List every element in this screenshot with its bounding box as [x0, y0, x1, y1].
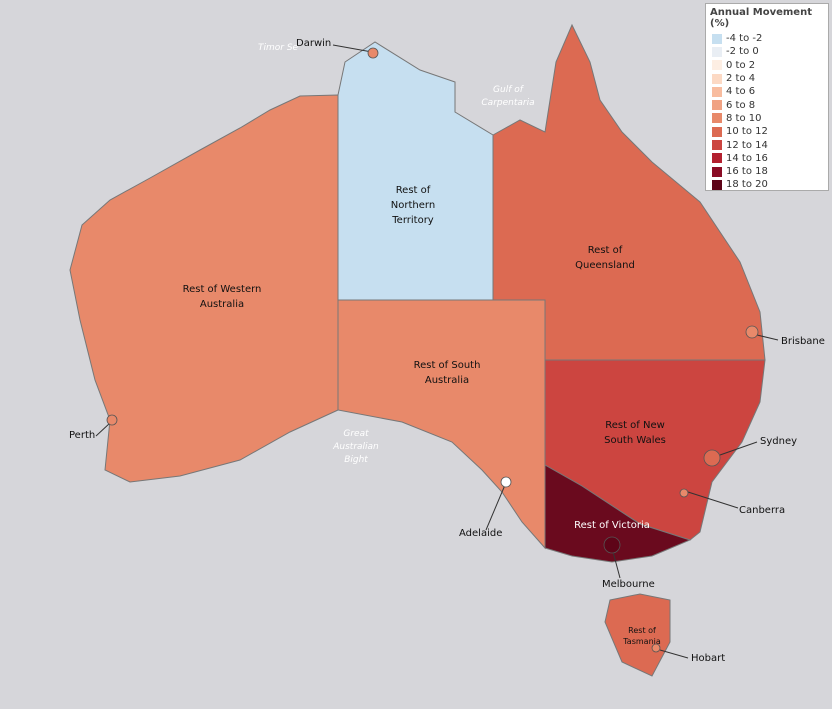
region [69, 94, 339, 483]
legend-swatch [712, 153, 722, 164]
legend-item: -2 to 0 [706, 45, 828, 58]
legend-label: 4 to 6 [726, 86, 756, 98]
legend-label: 8 to 10 [726, 112, 762, 124]
legend-title: Annual Movement (%) [710, 7, 812, 29]
city-label: Perth [69, 430, 96, 441]
legend-swatch [712, 73, 722, 84]
legend-item: 4 to 6 [706, 85, 828, 98]
region-label: Rest of Northern Territory [390, 185, 436, 226]
region-label: Rest of Victoria [574, 520, 650, 531]
legend-item: 16 to 18 [706, 165, 828, 178]
region [544, 464, 692, 563]
region [337, 299, 546, 550]
city-label: Sydney [760, 436, 798, 447]
city-label: Adelaide [459, 528, 503, 539]
legend-item: 14 to 16 [706, 152, 828, 165]
legend-item: 10 to 12 [706, 125, 828, 138]
water-label: Timor Se [258, 43, 299, 53]
region-label: Rest of Western Australia [182, 284, 262, 310]
city-label: Darwin [296, 38, 332, 49]
legend-item: 8 to 10 [706, 112, 828, 125]
legend-label: 6 to 8 [726, 99, 756, 111]
city-label: Canberra [739, 505, 786, 516]
legend-swatch [712, 126, 722, 137]
legend-item: -4 to -2 [706, 32, 828, 45]
legend-item: 0 to 2 [706, 59, 828, 72]
legend-label: -4 to -2 [726, 33, 763, 45]
water-label: Gulf of Carpentaria [481, 85, 535, 108]
region-label: Rest of Tasmania [623, 626, 661, 646]
legend-swatch [712, 113, 722, 124]
legend-label: 12 to 14 [726, 139, 768, 151]
legend-item: 12 to 14 [706, 138, 828, 151]
region-label: Rest of Queensland [575, 245, 635, 271]
water-label: Great Australian Bight [333, 429, 379, 465]
city-label: Hobart [691, 653, 726, 664]
legend-label: 18 to 20 [726, 179, 768, 191]
legend-item: 18 to 20 [706, 178, 828, 191]
city-areas [106, 47, 759, 653]
legend-swatch [712, 179, 722, 190]
legend-item: 2 to 4 [706, 72, 828, 85]
legend-swatch [712, 86, 722, 97]
region-label: Rest of South Australia [413, 360, 481, 386]
city-label: Brisbane [781, 336, 825, 347]
region [604, 593, 671, 677]
legend-label: 10 to 12 [726, 126, 768, 138]
legend-label: 0 to 2 [726, 59, 756, 71]
region [337, 41, 494, 301]
legend-swatch [712, 140, 722, 151]
legend-label: 2 to 4 [726, 73, 756, 85]
legend-swatch [712, 60, 722, 71]
legend-label: 14 to 16 [726, 152, 768, 164]
legend-item: 6 to 8 [706, 98, 828, 111]
legend-swatch [712, 46, 722, 57]
legend-label: -2 to 0 [726, 46, 759, 58]
legend-swatch [712, 100, 722, 111]
city-label: Melbourne [602, 579, 655, 590]
legend-swatch [712, 33, 722, 44]
legend-swatch [712, 166, 722, 177]
legend-label: 16 to 18 [726, 166, 768, 178]
region-label: Rest of New South Wales [604, 420, 666, 446]
